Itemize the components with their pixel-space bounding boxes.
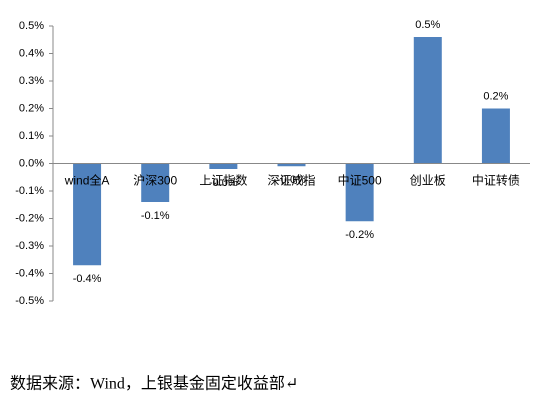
bar: [345, 163, 374, 222]
source-note: 数据来源：Wind，上银基金固定收益部↵: [10, 375, 298, 393]
y-tick-label: -0.5%: [15, 295, 44, 307]
y-tick-label: 0.2%: [19, 102, 44, 114]
y-tick-label: 0.0%: [19, 157, 44, 169]
y-tick-label: -0.2%: [15, 212, 44, 224]
bar: [73, 163, 102, 266]
x-tick-label: 深证成指: [267, 173, 315, 188]
y-tick-label: 0.4%: [19, 47, 44, 59]
y-tick-label: -0.1%: [15, 185, 44, 197]
y-tick-label: 0.5%: [19, 20, 44, 32]
value-label: 0.2%: [483, 90, 508, 102]
value-label: -0.0%: [277, 174, 306, 186]
x-tick-label: 上证指数: [199, 173, 247, 188]
x-tick-label: wind全A: [64, 173, 110, 188]
y-tick-label: 0.3%: [19, 75, 44, 87]
value-label: -0.1%: [141, 210, 170, 222]
value-label: -0.2%: [345, 229, 374, 241]
bar: [141, 163, 170, 202]
y-tick-label: 0.1%: [19, 130, 44, 142]
bar: [209, 163, 238, 169]
value-label: -0.4%: [73, 273, 102, 285]
x-tick-label: 中证转债: [472, 173, 520, 188]
bar: [481, 108, 510, 164]
bar: [277, 163, 306, 167]
y-tick-label: -0.4%: [15, 267, 44, 279]
y-tick-label: -0.3%: [15, 240, 44, 252]
x-tick-label: 沪深300: [133, 174, 177, 188]
bar: [413, 37, 442, 164]
value-label: 0.5%: [415, 19, 440, 31]
value-label: -0.0%: [209, 177, 238, 189]
x-tick-label: 创业板: [410, 174, 446, 188]
x-tick-label: 中证500: [338, 173, 382, 188]
